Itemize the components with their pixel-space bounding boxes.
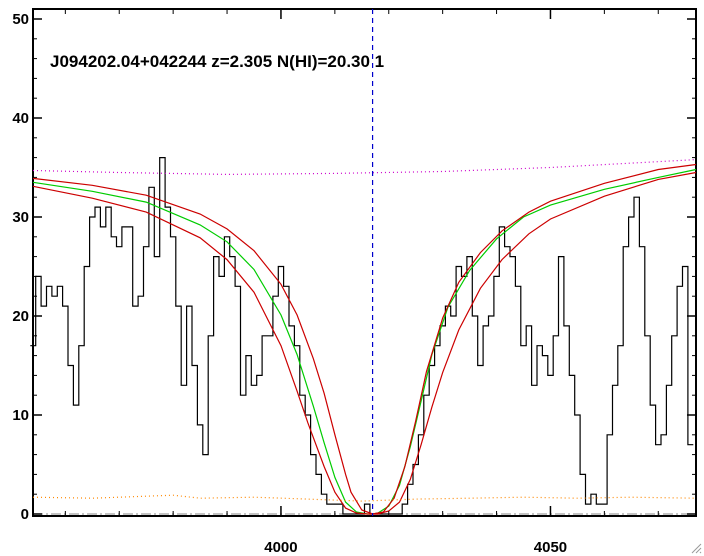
y-tick-label: 30	[12, 209, 29, 226]
plot-frame	[32, 8, 697, 517]
series-layer	[30, 9, 697, 516]
x-tick-label: 4000	[264, 539, 297, 556]
y-tick-label: 40	[12, 110, 29, 127]
x-tick-label: 4050	[534, 539, 567, 556]
resize-grip-icon[interactable]	[690, 542, 702, 554]
y-tick-label: 50	[12, 11, 29, 28]
y-tick-label: 0	[21, 506, 29, 523]
continuum-line	[32, 159, 697, 176]
observed-spectrum-line	[30, 157, 694, 515]
fit-upper-bound-line	[32, 163, 697, 515]
fit-lower-bound-line	[32, 171, 697, 515]
chart-title: J094202.04+042244 z=2.305 N(HI)=20.30 1	[50, 52, 384, 71]
y-tick-label: 20	[12, 308, 29, 325]
y-tick-label: 10	[12, 407, 29, 424]
fit-profile-line	[32, 168, 697, 515]
